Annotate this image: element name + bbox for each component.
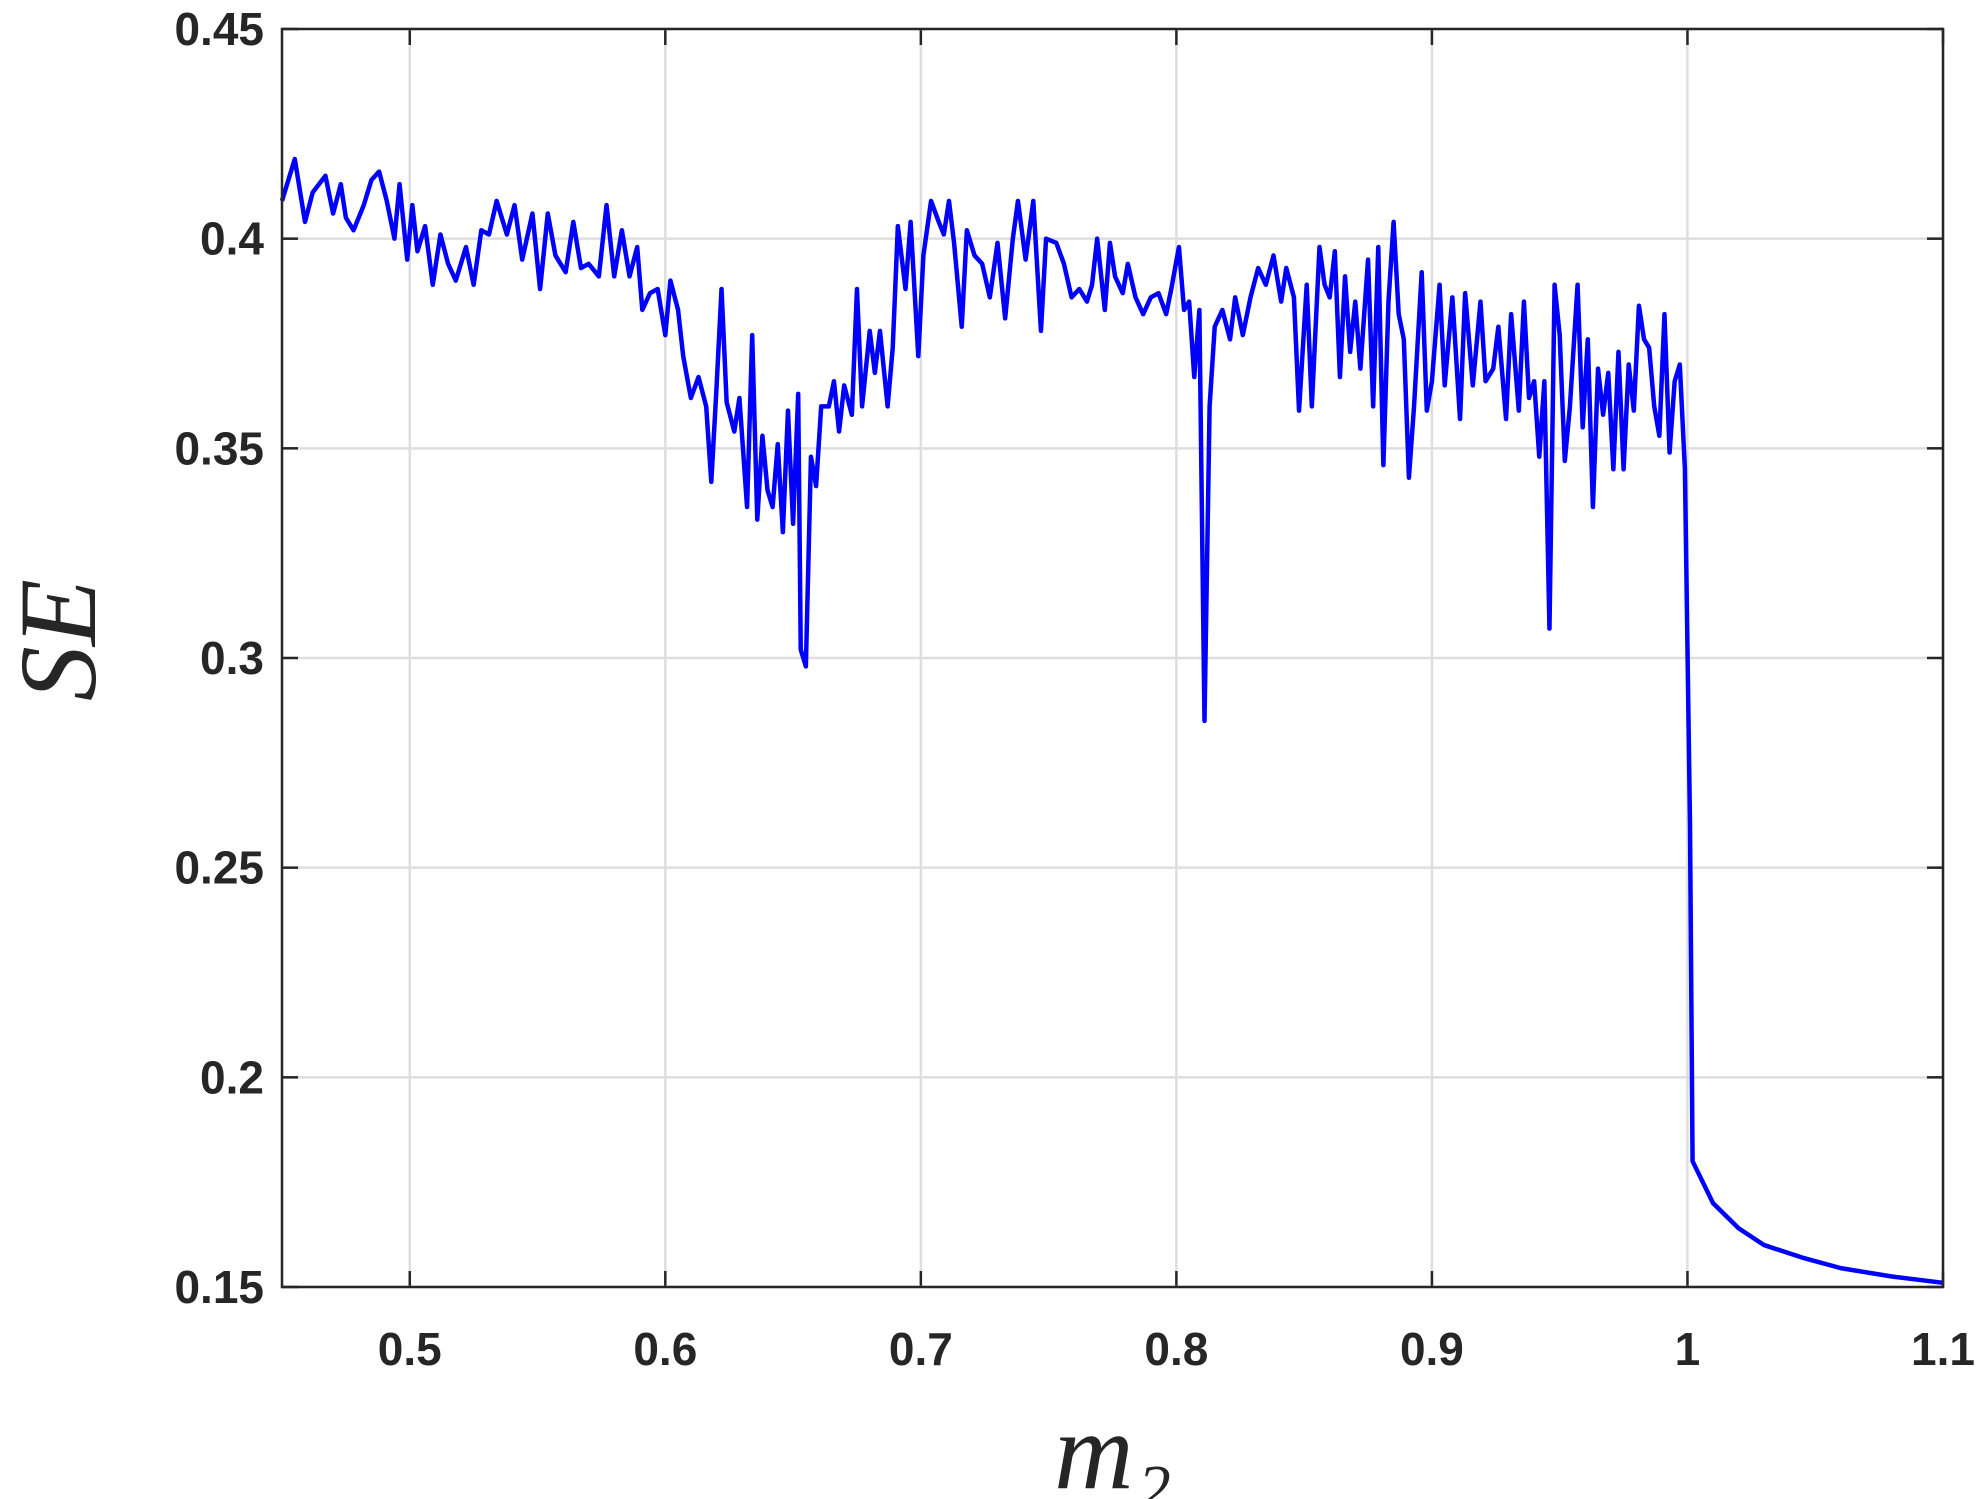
x-axis-label: m₂	[1054, 1390, 1172, 1499]
x-tick-label: 1	[1675, 1323, 1701, 1375]
x-tick-label: 0.8	[1144, 1323, 1208, 1375]
y-tick-label: 0.4	[200, 213, 264, 265]
x-tick-label: 0.7	[889, 1323, 953, 1375]
y-tick-label: 0.25	[174, 842, 264, 894]
x-tick-label: 0.5	[378, 1323, 442, 1375]
x-tick-label: 1.1	[1911, 1323, 1975, 1375]
y-tick-label: 0.15	[174, 1261, 264, 1313]
y-axis-label: SE	[0, 579, 119, 701]
y-tick-label: 0.3	[200, 632, 264, 684]
y-tick-label: 0.35	[174, 422, 264, 474]
x-tick-label: 0.9	[1400, 1323, 1464, 1375]
x-tick-label: 0.6	[633, 1323, 697, 1375]
y-tick-label: 0.45	[174, 3, 264, 55]
y-tick-label: 0.2	[200, 1051, 264, 1103]
plot-frame	[280, 27, 1945, 1289]
data-line	[279, 156, 1944, 1286]
